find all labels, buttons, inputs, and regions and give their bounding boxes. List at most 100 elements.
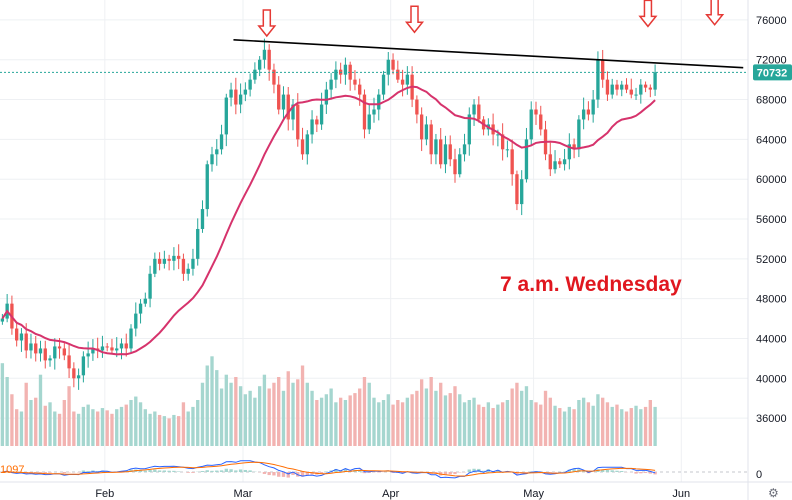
candle-body <box>138 303 143 314</box>
candle-body <box>191 258 195 269</box>
oscillator-histogram-bar <box>215 470 219 472</box>
oscillator-histogram-bar <box>643 472 648 473</box>
volume-bar <box>400 402 405 446</box>
volume-bar <box>648 400 652 446</box>
candle-body <box>324 89 329 105</box>
candle-body <box>34 343 38 354</box>
y-axis[interactable]: 36000 40000 44000 48000 52000 56000 60000 64000… <box>756 15 787 425</box>
candle-body <box>539 114 543 130</box>
candle-body <box>105 346 109 348</box>
oscillator-histogram-bar <box>81 470 86 472</box>
volume-bar <box>76 413 81 446</box>
candle-body <box>86 353 90 357</box>
volume-bar <box>362 377 367 446</box>
volume-bar <box>500 402 505 446</box>
oscillator-histogram-bar <box>219 470 224 472</box>
volume-bar <box>157 414 162 446</box>
volume-bar <box>229 382 233 446</box>
volume-bar <box>581 397 586 446</box>
arrow-shape <box>257 9 277 38</box>
signal-line <box>2 461 656 477</box>
volume-bar <box>615 404 619 446</box>
candle-body <box>110 347 114 351</box>
oscillator-value-label: 1097 <box>0 464 24 476</box>
oscillator-histogram-bar <box>515 472 519 475</box>
candle-body <box>248 79 252 90</box>
time-annotation: 7 a.m. Wednesday <box>500 273 682 296</box>
volume-bar <box>196 400 200 446</box>
volume-bar <box>305 382 309 446</box>
volume-bar <box>257 386 262 446</box>
oscillator-histogram-bar <box>610 470 614 472</box>
down-arrow-icon <box>705 0 725 26</box>
candle-body <box>381 74 386 95</box>
candle-body <box>124 343 128 349</box>
volume-bar <box>467 400 471 446</box>
volume-bar <box>348 395 352 446</box>
candle-body <box>415 99 419 115</box>
volume-bar <box>57 413 62 446</box>
candle-body <box>424 124 429 140</box>
oscillator-histogram-bar <box>615 470 619 472</box>
volume-bar <box>539 404 543 446</box>
volume-bar <box>405 397 410 446</box>
candle-body <box>586 109 591 115</box>
candle-body <box>334 69 338 80</box>
y-tick-label: 52000 <box>756 254 787 266</box>
candle-body <box>43 348 47 361</box>
volume-bar <box>338 397 343 446</box>
candle-body <box>157 258 162 264</box>
oscillator-histogram-bar <box>172 470 176 472</box>
volume-bar <box>300 365 305 446</box>
volume-bar <box>319 397 324 446</box>
candle-body <box>419 114 424 140</box>
candle-body <box>391 59 395 70</box>
y-tick-label: 76000 <box>756 15 787 27</box>
volume-bar <box>429 377 433 446</box>
volume-bar <box>639 409 643 446</box>
volume-bar <box>524 386 529 446</box>
candlesticks <box>0 38 657 390</box>
candle-body <box>29 343 33 351</box>
volume-bar <box>496 404 500 446</box>
candle-body <box>358 84 362 95</box>
candle-body <box>462 144 467 155</box>
volume-bar <box>272 382 276 446</box>
oscillator-histogram-bar <box>38 472 43 473</box>
candle-body <box>458 154 462 175</box>
candle-body <box>477 104 481 120</box>
volume-bar <box>5 377 9 446</box>
candle-body <box>648 87 652 90</box>
x-tick-label: Jun <box>672 488 690 500</box>
oscillator-histogram-bar <box>319 472 324 474</box>
oscillator-histogram-bar <box>648 472 652 474</box>
oscillator-histogram-bar <box>176 471 181 472</box>
oscillator-histogram-bar <box>572 468 576 472</box>
oscillator-histogram-bar <box>567 469 572 472</box>
candle-body <box>196 228 200 259</box>
candle-body <box>277 84 281 110</box>
oscillator-histogram-bar <box>448 472 452 475</box>
oscillator-histogram-bar <box>29 472 33 473</box>
volume-bar <box>34 397 38 446</box>
candle-body <box>605 79 610 95</box>
oscillator-histogram-bar <box>300 472 305 477</box>
oscillator-histogram-bar <box>277 472 281 477</box>
y-tick-label: 72000 <box>756 55 787 67</box>
candle-body <box>386 59 390 75</box>
candle-body <box>119 343 124 349</box>
oscillator-histogram-bar <box>43 472 47 474</box>
volume-bar <box>10 394 14 446</box>
candle-body <box>134 313 138 329</box>
oscillator-histogram-bar <box>367 472 371 473</box>
volume-bar <box>219 388 224 446</box>
volume-bar <box>238 386 243 446</box>
settings-icon[interactable]: ⚙ <box>768 486 779 500</box>
candle-body <box>176 255 181 259</box>
oscillator-histogram-bar <box>86 470 90 472</box>
candle-body <box>496 134 500 136</box>
x-axis[interactable]: Feb Mar Apr May Jun <box>95 488 690 500</box>
candle-body <box>653 72 657 90</box>
candle-body <box>305 134 309 155</box>
